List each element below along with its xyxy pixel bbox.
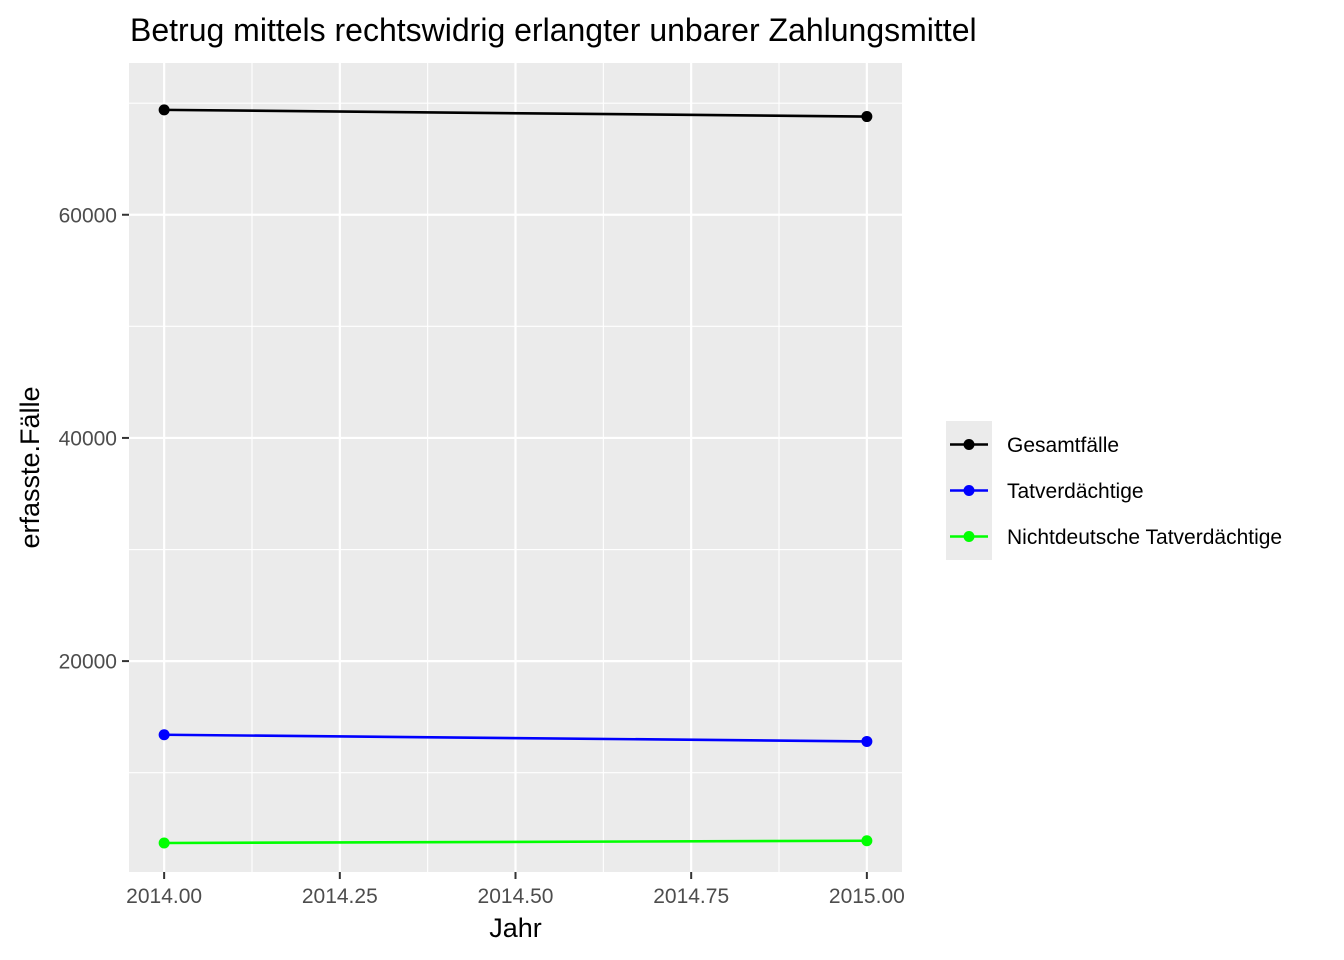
x-axis-title: Jahr: [489, 913, 542, 943]
x-tick-label: 2014.50: [478, 885, 554, 908]
y-tick-label: 60000: [59, 204, 117, 227]
x-tick-label: 2014.25: [302, 885, 378, 908]
x-tick-label: 2014.00: [126, 885, 202, 908]
y-tick-label: 40000: [59, 427, 117, 450]
data-point-1-1: [861, 735, 873, 747]
y-axis: 20000 40000 60000: [59, 204, 129, 674]
data-point-2-0: [158, 837, 170, 849]
series-line-1: [164, 733, 867, 743]
series-line-2: [164, 839, 867, 845]
x-tick-label: 2015.00: [829, 885, 905, 908]
data-point-1-0: [158, 729, 170, 741]
data-point-0-1: [861, 111, 873, 123]
y-axis-title: erfasste.Fälle: [15, 386, 45, 548]
series-line-0: [164, 108, 867, 118]
y-tick-label: 20000: [59, 651, 117, 674]
legend-key-point-1: [963, 485, 975, 496]
legend-label-1: Tatverdächtige: [1007, 480, 1144, 503]
series-layer: [158, 104, 873, 849]
legend-key-point-0: [963, 439, 975, 450]
x-axis: 2014.00 2014.25 2014.50 2014.75 2015.00: [126, 872, 905, 908]
legend-key-point-2: [963, 531, 975, 542]
x-tick-label: 2014.75: [653, 885, 729, 908]
chart-title: Betrug mittels rechtswidrig erlangter un…: [130, 12, 977, 48]
legend: Gesamtfälle Tatverdächtige Nichtdeutsche T…: [946, 421, 1282, 560]
legend-label-0: Gesamtfälle: [1007, 434, 1119, 457]
data-point-0-0: [158, 104, 170, 116]
legend-label-2: Nichtdeutsche Tatverdächtige: [1007, 526, 1282, 549]
data-point-2-1: [861, 835, 873, 847]
